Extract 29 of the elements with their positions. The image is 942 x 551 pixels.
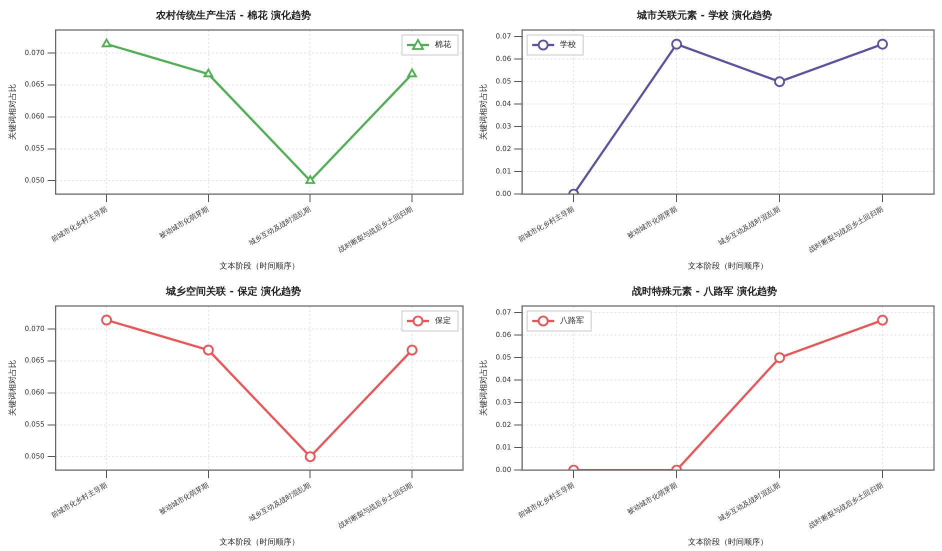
x-axis-title: 文本阶段（时间顺序） <box>688 537 768 546</box>
chart-title: 战时特殊元素 - 八路军 演化趋势 <box>632 286 777 298</box>
y-axis-title: 关键词相对占比 <box>8 360 17 416</box>
point <box>877 38 888 50</box>
x-axis-title: 文本阶段（时间顺序） <box>688 261 768 270</box>
legend-label: 棉花 <box>435 40 451 50</box>
chart-title: 城乡空间关联 - 保定 演化趋势 <box>165 286 301 298</box>
y-axis-title: 关键词相对占比 <box>8 84 17 140</box>
point <box>671 38 682 50</box>
y-axis-title: 关键词相对占比 <box>478 360 488 416</box>
point <box>203 344 214 356</box>
legend-label: 保定 <box>435 316 451 326</box>
point <box>406 344 418 356</box>
point <box>774 76 785 88</box>
point <box>204 68 214 78</box>
point <box>407 68 417 78</box>
y-axis-title: 关键词相对占比 <box>478 84 488 140</box>
point <box>304 451 316 462</box>
point <box>877 314 888 326</box>
point <box>774 352 785 364</box>
x-axis-title: 文本阶段（时间顺序） <box>219 537 300 546</box>
point <box>101 314 112 326</box>
legend-label: 八路军 <box>560 316 584 326</box>
chart-title: 城市关联元素 - 学校 演化趋势 <box>636 10 772 22</box>
x-axis-title: 文本阶段（时间顺序） <box>219 261 300 270</box>
point <box>305 175 316 184</box>
chart-title: 农村传统生产生活 - 棉花 演化趋势 <box>155 10 311 22</box>
point <box>102 38 112 48</box>
legend-label: 学校 <box>560 40 576 50</box>
